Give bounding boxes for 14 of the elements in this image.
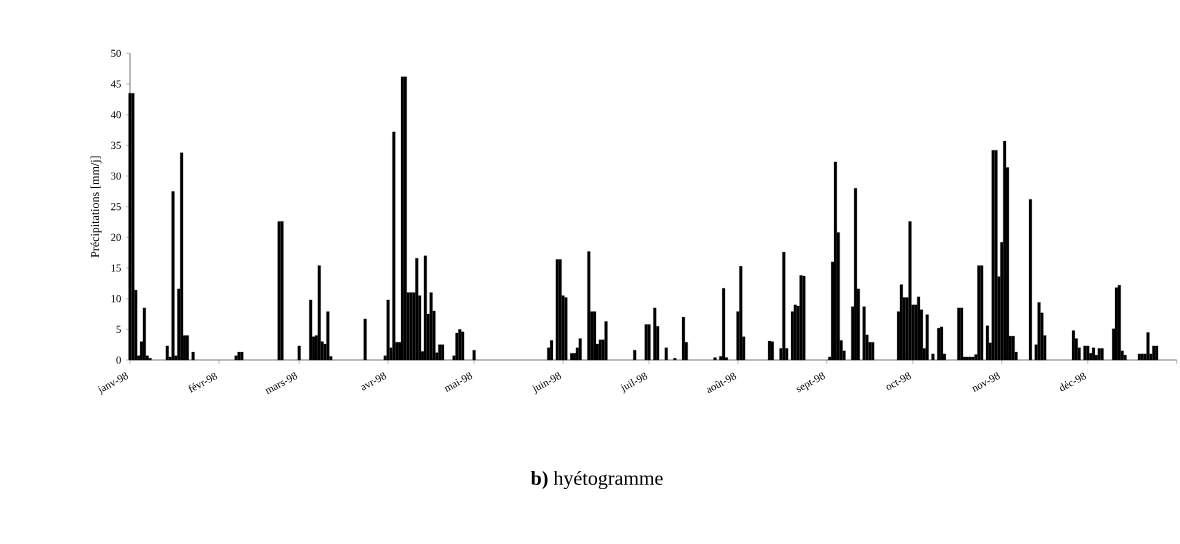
y-tick-label: 40 <box>110 111 121 119</box>
y-tick-label: 5 <box>116 325 121 333</box>
y-axis-title: Précipitations [mm/j] <box>90 156 102 258</box>
y-tick-label: 10 <box>111 295 121 303</box>
text: b) hyétogramme <box>530 470 663 490</box>
y-tick-label: 30 <box>111 172 121 180</box>
y-tick-label: 20 <box>111 233 121 241</box>
y-tick-label: 15 <box>111 264 121 272</box>
x-tick-label: oct-98 <box>886 372 911 390</box>
y-tick-label: 25 <box>111 203 121 211</box>
y-tick-label: 35 <box>111 141 121 149</box>
y-tick-label: 0 <box>116 356 121 364</box>
y-tick-label: 45 <box>110 80 121 88</box>
y-tick-label: 50 <box>111 49 121 57</box>
